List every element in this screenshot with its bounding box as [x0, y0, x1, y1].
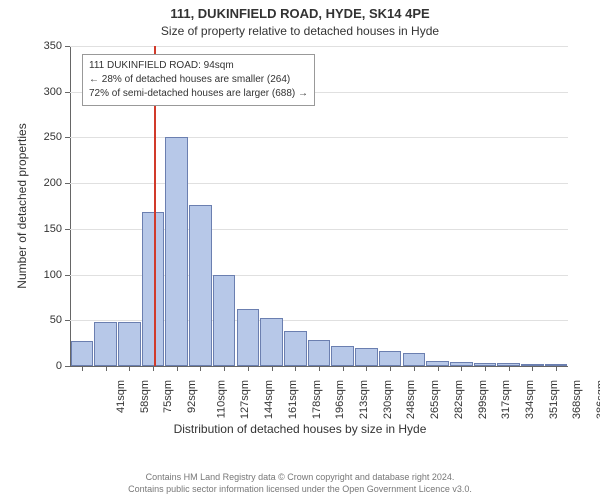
plot-area: 111 DUKINFIELD ROAD: 94sqm← 28% of detac…	[70, 46, 568, 366]
x-tick-label: 282sqm	[453, 380, 465, 419]
x-tick-mark	[414, 366, 415, 371]
histogram-bar	[260, 318, 283, 366]
y-tick-mark	[65, 275, 70, 276]
x-tick-label: 58sqm	[139, 380, 151, 413]
x-tick-label: 144sqm	[263, 380, 275, 419]
y-tick-mark	[65, 320, 70, 321]
x-tick-label: 161sqm	[287, 380, 299, 419]
x-tick-label: 196sqm	[334, 380, 346, 419]
histogram-bar	[94, 322, 117, 366]
x-tick-label: 334sqm	[524, 380, 536, 419]
x-tick-mark	[390, 366, 391, 371]
histogram-bar	[118, 322, 141, 366]
x-tick-mark	[200, 366, 201, 371]
histogram-bar	[71, 341, 94, 366]
y-tick-mark	[65, 183, 70, 184]
x-tick-mark	[485, 366, 486, 371]
y-tick-mark	[65, 229, 70, 230]
x-tick-label: 386sqm	[595, 380, 600, 419]
y-axis-line	[70, 46, 71, 366]
x-tick-mark	[343, 366, 344, 371]
figure: 111, DUKINFIELD ROAD, HYDE, SK14 4PE Siz…	[0, 0, 600, 500]
x-tick-label: 110sqm	[215, 380, 227, 418]
gridline	[70, 183, 568, 184]
x-tick-label: 92sqm	[186, 380, 198, 413]
histogram-bar	[308, 340, 331, 366]
y-tick-label: 300	[22, 86, 62, 98]
chart-supertitle: 111, DUKINFIELD ROAD, HYDE, SK14 4PE	[0, 6, 600, 21]
x-tick-label: 299sqm	[477, 380, 489, 419]
histogram-bar	[403, 353, 426, 366]
footer-line-1: Contains HM Land Registry data © Crown c…	[0, 471, 600, 484]
x-tick-label: 213sqm	[358, 380, 370, 419]
x-tick-mark	[509, 366, 510, 371]
x-tick-mark	[129, 366, 130, 371]
y-axis-label: Number of detached properties	[15, 123, 29, 288]
histogram-bar	[165, 137, 188, 366]
x-tick-mark	[272, 366, 273, 371]
x-tick-mark	[366, 366, 367, 371]
histogram-bar	[213, 275, 236, 366]
x-tick-mark	[556, 366, 557, 371]
x-tick-label: 41sqm	[115, 380, 127, 413]
y-tick-label: 250	[22, 131, 62, 143]
chart-footer: Contains HM Land Registry data © Crown c…	[0, 471, 600, 496]
gridline	[70, 46, 568, 47]
x-tick-mark	[106, 366, 107, 371]
x-tick-mark	[224, 366, 225, 371]
x-tick-mark	[319, 366, 320, 371]
y-tick-label: 200	[22, 177, 62, 189]
x-tick-label: 317sqm	[500, 380, 512, 419]
x-tick-mark	[532, 366, 533, 371]
x-axis-label: Distribution of detached houses by size …	[0, 422, 600, 436]
annotation-line: 111 DUKINFIELD ROAD: 94sqm	[89, 59, 308, 73]
y-tick-mark	[65, 46, 70, 47]
histogram-bar	[379, 351, 402, 366]
x-tick-label: 368sqm	[572, 380, 584, 419]
histogram-bar	[355, 348, 378, 366]
chart-subtitle: Size of property relative to detached ho…	[0, 24, 600, 38]
x-tick-mark	[248, 366, 249, 371]
y-tick-label: 350	[22, 40, 62, 52]
annotation-line: ← 28% of detached houses are smaller (26…	[89, 73, 308, 87]
y-tick-mark	[65, 92, 70, 93]
y-tick-mark	[65, 137, 70, 138]
x-tick-mark	[177, 366, 178, 371]
x-tick-mark	[438, 366, 439, 371]
histogram-bar	[237, 309, 260, 366]
x-tick-mark	[153, 366, 154, 371]
x-tick-label: 127sqm	[240, 380, 252, 419]
x-tick-label: 248sqm	[406, 380, 418, 419]
y-tick-mark	[65, 366, 70, 367]
x-tick-mark	[461, 366, 462, 371]
x-tick-label: 230sqm	[382, 380, 394, 419]
gridline	[70, 137, 568, 138]
x-tick-label: 265sqm	[429, 380, 441, 419]
annotation-line: 72% of semi-detached houses are larger (…	[89, 87, 308, 101]
footer-line-2: Contains public sector information licen…	[0, 483, 600, 496]
histogram-bar	[331, 346, 354, 366]
histogram-bar	[189, 205, 212, 366]
histogram-bar	[284, 331, 307, 366]
x-tick-label: 351sqm	[548, 380, 560, 419]
y-tick-label: 100	[22, 269, 62, 281]
x-tick-mark	[82, 366, 83, 371]
y-tick-label: 150	[22, 223, 62, 235]
x-tick-label: 75sqm	[162, 380, 174, 413]
y-tick-label: 50	[22, 314, 62, 326]
annotation-box: 111 DUKINFIELD ROAD: 94sqm← 28% of detac…	[82, 54, 315, 106]
y-tick-label: 0	[22, 360, 62, 372]
x-tick-label: 178sqm	[311, 380, 323, 419]
x-tick-mark	[295, 366, 296, 371]
